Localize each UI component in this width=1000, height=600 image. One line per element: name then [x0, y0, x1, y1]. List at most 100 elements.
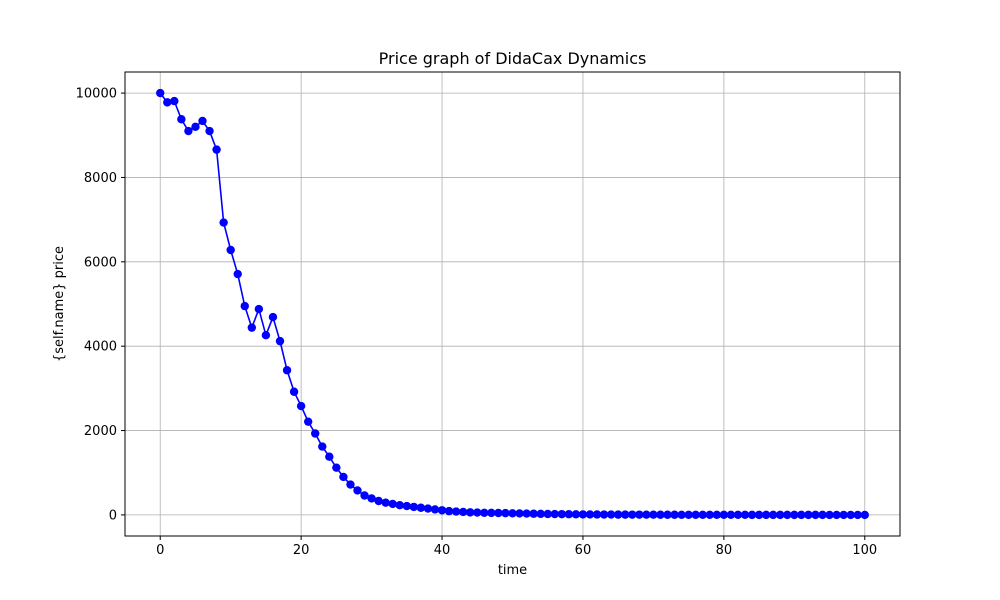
data-point	[613, 510, 623, 519]
data-point	[219, 218, 228, 227]
data-point	[423, 504, 433, 513]
data-point	[846, 510, 855, 520]
data-point	[353, 486, 362, 495]
y-tick-label: 2000	[84, 424, 117, 439]
data-point	[163, 98, 172, 107]
data-point	[247, 323, 257, 332]
data-point	[543, 509, 552, 519]
data-point	[367, 494, 376, 503]
data-point	[585, 510, 595, 519]
data-point	[754, 510, 764, 520]
data-point	[776, 510, 785, 520]
data-point	[360, 491, 369, 500]
data-point	[494, 508, 503, 518]
data-point	[318, 442, 327, 451]
data-point	[557, 509, 567, 519]
data-point	[606, 510, 616, 519]
data-point	[691, 510, 700, 519]
data-point	[451, 507, 461, 516]
y-tick-label: 4000	[84, 340, 117, 355]
data-point	[339, 472, 348, 482]
data-point	[522, 509, 531, 518]
data-point	[198, 116, 207, 126]
data-point	[853, 510, 862, 520]
data-point	[825, 510, 834, 520]
data-point	[670, 510, 679, 519]
data-point	[529, 509, 538, 518]
data-point	[818, 510, 827, 520]
data-point	[790, 510, 799, 520]
y-tick-label: 10000	[76, 87, 117, 102]
data-point	[282, 366, 292, 375]
data-point	[811, 510, 820, 520]
data-point	[832, 510, 841, 520]
data-point	[550, 509, 559, 519]
y-axis-label: {self.name} price	[52, 246, 67, 362]
data-point	[205, 126, 214, 136]
data-point	[184, 126, 193, 136]
data-point	[804, 510, 813, 520]
data-point	[698, 510, 707, 519]
data-point	[416, 503, 426, 512]
series-layer	[156, 88, 869, 520]
data-point	[712, 510, 722, 520]
data-point	[684, 510, 693, 519]
y-tick-label: 8000	[84, 171, 117, 186]
data-point	[191, 122, 200, 132]
data-point	[536, 509, 545, 519]
data-point	[212, 145, 221, 154]
axes: 0 20 40 60 80 100 0 2000 4000 6000 8000 10000	[76, 87, 878, 558]
data-point	[860, 510, 869, 520]
data-point	[170, 96, 179, 106]
data-point	[761, 510, 771, 520]
data-point	[663, 510, 672, 519]
data-point	[571, 510, 581, 519]
data-point	[578, 510, 588, 519]
data-point	[311, 429, 320, 438]
x-tick-label: 40	[434, 543, 451, 558]
data-point	[733, 510, 743, 520]
x-tick-label: 100	[852, 543, 877, 558]
data-point	[726, 510, 736, 520]
data-point	[402, 501, 412, 511]
data-point	[177, 115, 186, 124]
data-point	[289, 387, 299, 396]
data-point	[628, 510, 637, 519]
data-point	[501, 508, 510, 518]
data-point	[599, 510, 609, 519]
data-point	[508, 509, 517, 518]
data-point	[381, 498, 390, 507]
data-point	[374, 496, 383, 506]
data-point	[226, 245, 235, 255]
data-point	[649, 510, 658, 519]
data-point	[768, 510, 778, 520]
data-point	[635, 510, 644, 519]
data-point	[332, 463, 341, 472]
data-point	[487, 508, 496, 518]
data-point	[444, 506, 454, 516]
x-axis-label: time	[498, 563, 527, 578]
data-point	[268, 312, 278, 322]
y-tick-label: 6000	[84, 255, 117, 270]
data-point	[473, 508, 482, 517]
data-point	[296, 401, 306, 411]
data-point	[564, 510, 574, 519]
data-point	[303, 417, 313, 426]
data-point	[458, 507, 468, 517]
data-point	[642, 510, 651, 519]
data-point	[430, 505, 440, 514]
plot-frame	[124, 71, 901, 537]
data-point	[621, 510, 630, 519]
data-point	[839, 510, 848, 520]
data-point	[156, 88, 165, 98]
data-point	[740, 510, 750, 520]
data-point	[275, 336, 285, 346]
x-tick-label: 20	[293, 543, 310, 558]
chart-title: Price graph of DidaCax Dynamics	[379, 49, 647, 68]
data-point	[466, 508, 475, 517]
data-point	[719, 510, 729, 520]
data-point	[592, 510, 602, 519]
data-point	[346, 480, 355, 489]
data-point	[437, 506, 447, 515]
